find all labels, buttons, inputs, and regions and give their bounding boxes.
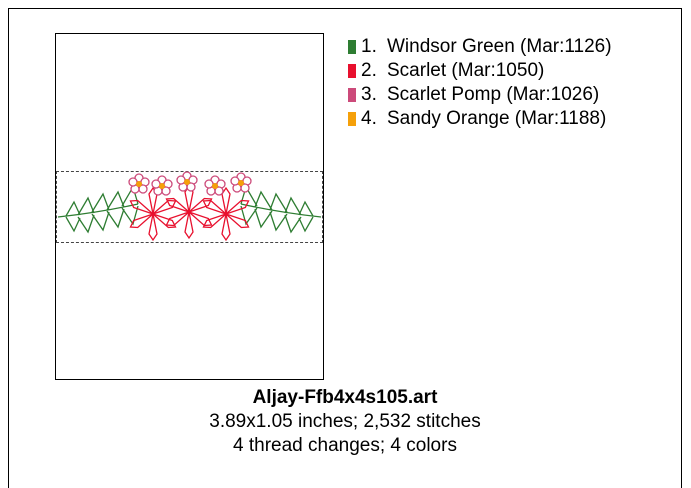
- color-swatch: [348, 88, 356, 102]
- thread-summary: 4 thread changes; 4 colors: [233, 435, 457, 456]
- design-filename: Aljay-Ffb4x4s105.art: [252, 387, 438, 408]
- design-bounding-box: [56, 171, 323, 243]
- legend-item-number: 1.: [361, 36, 377, 57]
- right-leaf-spray: [240, 185, 322, 234]
- color-swatch: [348, 112, 356, 126]
- legend-item-number: 2.: [361, 60, 377, 81]
- pink-blossoms: [128, 171, 252, 196]
- legend-item-label: Sandy Orange (Mar:1188): [387, 108, 607, 129]
- red-star-flowers: [129, 184, 250, 242]
- legend-item-number: 4.: [361, 108, 377, 129]
- left-leaf-spray: [57, 185, 139, 234]
- legend-item: 4. Sandy Orange (Mar:1188): [348, 107, 612, 131]
- thread-color-legend: 1. Windsor Green (Mar:1126) 2. Scarlet (…: [348, 35, 612, 131]
- legend-item: 3. Scarlet Pomp (Mar:1026): [348, 83, 612, 107]
- preview-frame: [8, 8, 682, 488]
- orange-centers: [136, 179, 244, 189]
- legend-item-number: 3.: [361, 84, 377, 105]
- design-caption: Aljay-Ffb4x4s105.art 3.89x1.05 inches; 2…: [55, 386, 635, 458]
- color-swatch: [348, 64, 356, 78]
- color-swatch: [348, 40, 356, 54]
- legend-item-label: Scarlet Pomp (Mar:1026): [387, 84, 600, 105]
- legend-item: 2. Scarlet (Mar:1050): [348, 59, 612, 83]
- embroidery-design: [57, 171, 322, 242]
- legend-item-label: Windsor Green (Mar:1126): [387, 36, 612, 57]
- legend-item: 1. Windsor Green (Mar:1126): [348, 35, 612, 59]
- legend-item-label: Scarlet (Mar:1050): [387, 60, 545, 81]
- design-dimensions: 3.89x1.05 inches; 2,532 stitches: [209, 411, 481, 432]
- hoop-area: [55, 33, 324, 380]
